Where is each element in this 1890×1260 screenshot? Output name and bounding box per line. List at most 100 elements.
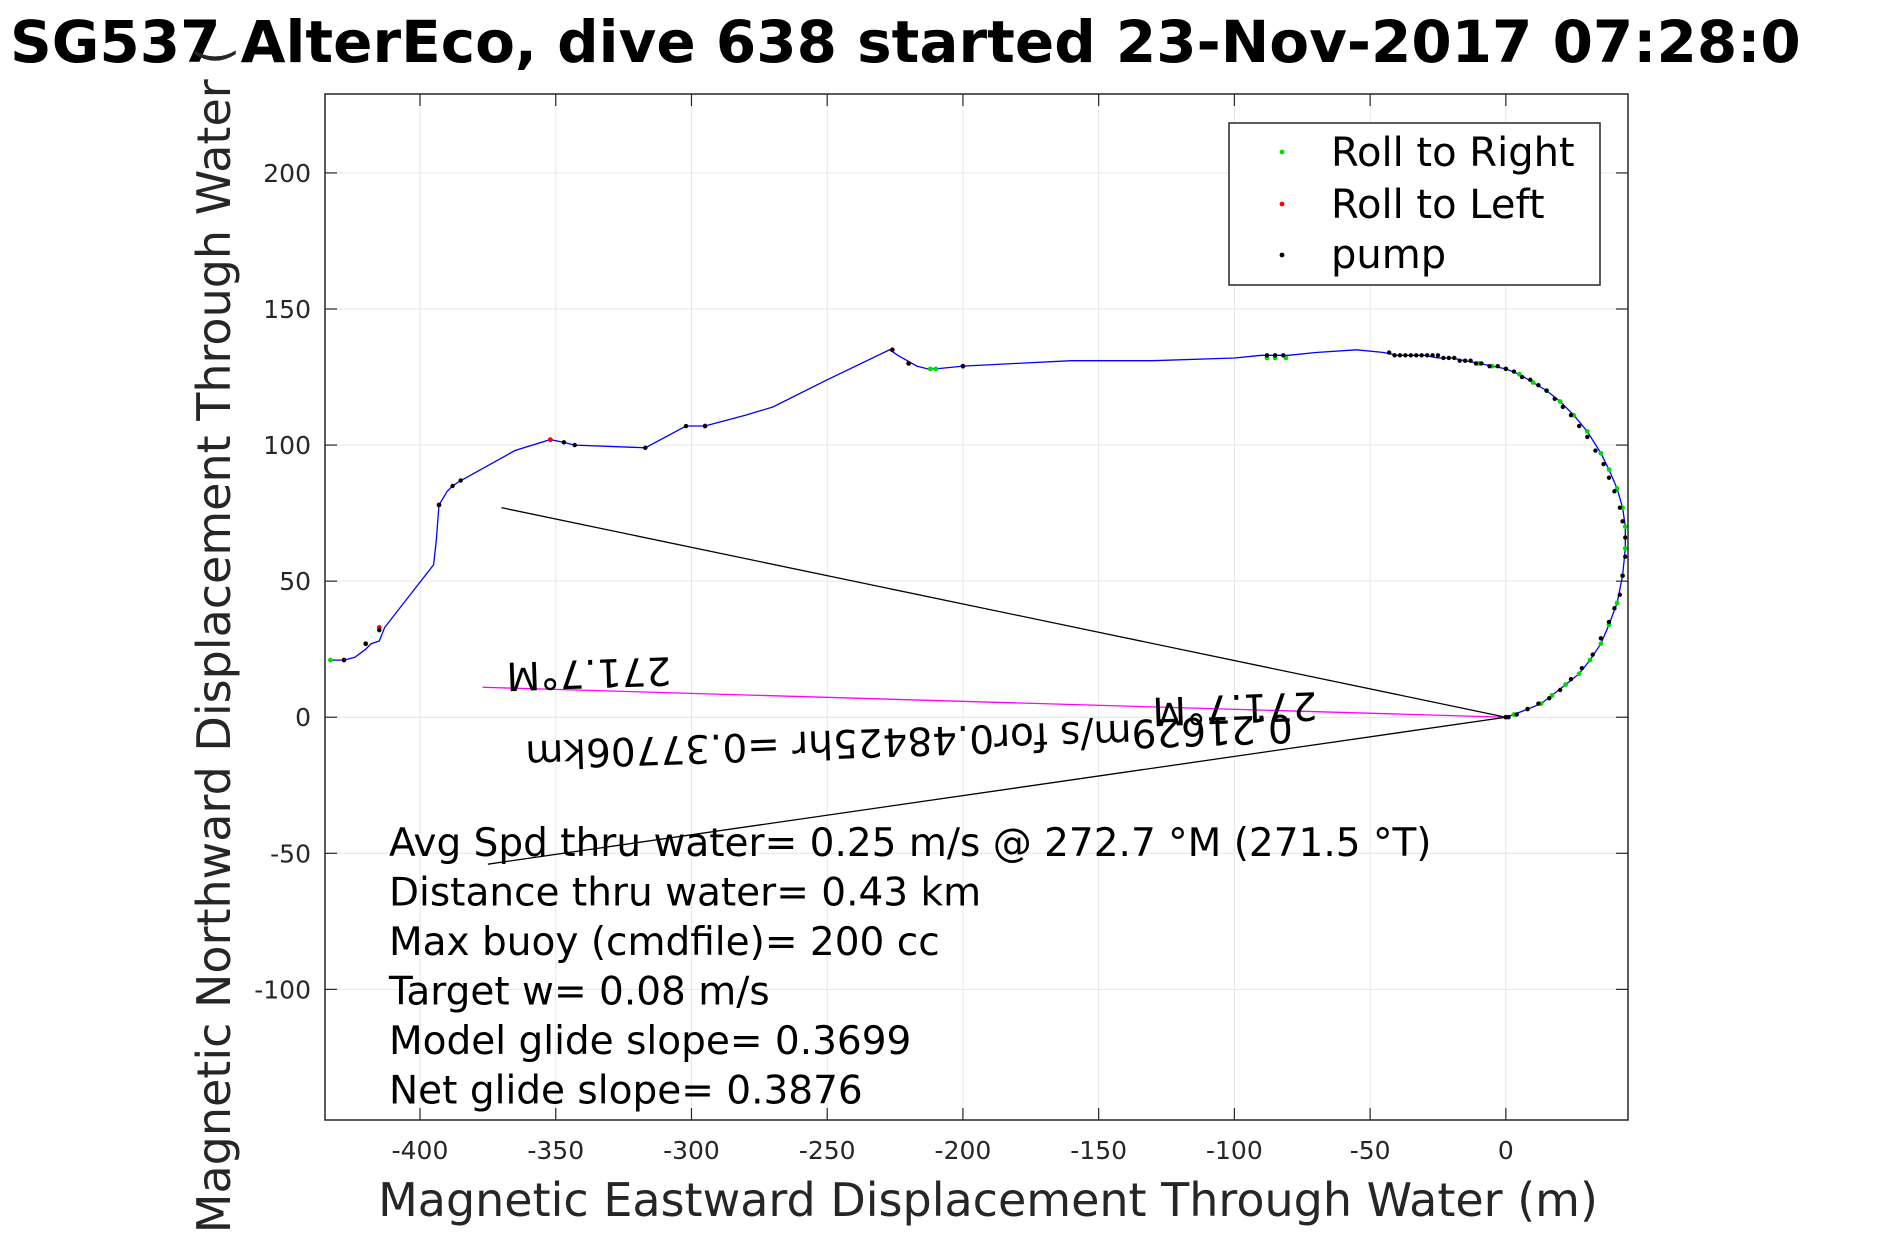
pump-point: [1419, 353, 1424, 358]
legend-label-pump: pump: [1331, 232, 1446, 278]
pump-point: [1560, 404, 1566, 410]
y-tick-label: 0: [295, 703, 311, 732]
pump-point: [1408, 353, 1414, 358]
roll-right-point: [1587, 657, 1593, 663]
pump-point: [363, 641, 368, 646]
pump-point: [1272, 353, 1278, 358]
roll-right-point: [1614, 600, 1620, 606]
pump-point: [1503, 366, 1509, 372]
pump-point: [1503, 715, 1509, 720]
x-tick-label: -200: [935, 1136, 992, 1165]
legend-box: [1228, 122, 1601, 286]
axes-box: [324, 93, 1629, 1121]
x-tick-label: -250: [799, 1136, 856, 1165]
roll-right-point: [328, 657, 333, 663]
pump-point: [1457, 358, 1462, 363]
plot-frame: [324, 93, 1629, 1121]
reference-line-lower: [487, 716, 1506, 865]
pump-point: [1568, 412, 1574, 418]
roll-left-point: [547, 437, 553, 443]
stats-line: Max buoy (cmdfile)= 200 cc: [389, 920, 940, 965]
pump-point: [1468, 358, 1473, 363]
legend-label-roll-right: Roll to Right: [1331, 130, 1575, 176]
x-tick-label: -150: [1070, 1136, 1127, 1165]
x-tick-label: -50: [1350, 1136, 1391, 1165]
pump-point: [1525, 706, 1530, 712]
x-tick-label: -400: [392, 1136, 449, 1165]
pump-point: [1536, 701, 1541, 706]
pump-point: [1623, 535, 1628, 540]
reference-lines: [482, 507, 1506, 865]
roll-right-point: [1557, 399, 1563, 404]
pump-point: [683, 423, 689, 429]
pump-point: [1264, 353, 1270, 358]
pump-point: [1495, 363, 1500, 369]
pump-point: [1544, 388, 1549, 393]
stats-line: Model glide slope= 0.3699: [389, 1019, 911, 1064]
pump-point: [1536, 382, 1541, 388]
legend-label-roll-left: Roll to Left: [1331, 182, 1545, 228]
reference-line-upper: [501, 507, 1506, 718]
pump-point: [1386, 350, 1392, 355]
roll-right-point: [927, 366, 933, 372]
pump-point: [1568, 676, 1574, 682]
pump-point: [561, 440, 567, 445]
pump-point: [1585, 434, 1590, 440]
pump-point: [436, 502, 442, 508]
flipped-annotation: 271.7°M: [1152, 682, 1318, 733]
pump-point: [377, 627, 382, 633]
pump-point: [1452, 355, 1457, 361]
y-tick-label: 100: [263, 431, 311, 460]
stats-line: Avg Spd thru water= 0.25 m/s @ 272.7 °M …: [389, 821, 1432, 866]
legend-marker-pump: [1279, 252, 1285, 258]
pump-point: [702, 423, 708, 429]
y-tick-label: 200: [263, 159, 311, 188]
pump-point: [1620, 573, 1625, 578]
pump-point: [341, 657, 347, 663]
pump-point: [1552, 396, 1557, 402]
tick-labels: -400 -350 -300 -250 -200 -150 -100 -50 0 -100 -50 0…: [254, 159, 1514, 1165]
pump-point: [450, 483, 455, 489]
pump-point: [1435, 353, 1441, 358]
pump-point: [1606, 475, 1612, 480]
roll-right-point: [1622, 524, 1628, 530]
pump-point: [1612, 489, 1617, 494]
pump-point: [1601, 461, 1606, 467]
pump-point: [1528, 377, 1533, 382]
pump-point: [1576, 423, 1582, 429]
pump-point: [1511, 369, 1517, 374]
stats-line: Target w= 0.08 m/s: [388, 970, 770, 1015]
pump-point: [1441, 355, 1446, 361]
pump-point: [960, 363, 966, 369]
roll-right-point: [933, 366, 939, 372]
pump-point: [1473, 361, 1479, 366]
roll-right-point: [1598, 450, 1604, 456]
pump-point: [1430, 353, 1435, 358]
x-tick-label: 0: [1498, 1136, 1514, 1165]
pump-point: [1617, 592, 1623, 597]
legend-marker-roll-right: [1279, 149, 1285, 155]
pump-point: [890, 347, 895, 353]
y-tick-label: -50: [270, 839, 311, 868]
pump-point: [1620, 519, 1625, 524]
x-tick-label: -350: [527, 1136, 584, 1165]
pump-point: [1617, 505, 1623, 510]
pump-point: [1623, 554, 1628, 559]
roll-right-point: [1622, 546, 1628, 551]
pump-point: [1590, 652, 1595, 657]
pump-point: [1414, 353, 1419, 358]
pump-point: [906, 361, 911, 366]
y-tick-label: -100: [254, 975, 311, 1004]
pump-point: [1579, 666, 1585, 671]
pump-point: [1392, 353, 1397, 358]
pump-point: [1281, 353, 1286, 358]
y-tick-label: 150: [263, 295, 311, 324]
roll-right-point: [1584, 429, 1590, 434]
pump-point: [1606, 619, 1612, 625]
roll-right-point: [1606, 467, 1612, 472]
pump-point: [1462, 358, 1468, 363]
pump-point: [1446, 355, 1452, 361]
roll-right-point: [1598, 641, 1604, 647]
pump-point: [1403, 353, 1408, 358]
